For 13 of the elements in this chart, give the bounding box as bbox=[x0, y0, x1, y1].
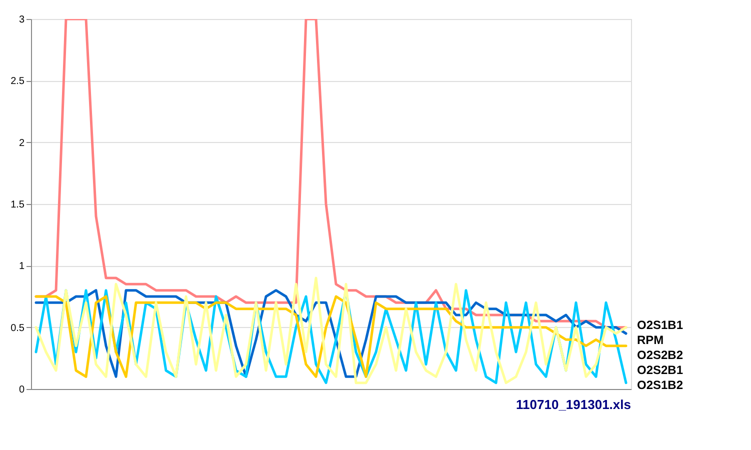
y-tick-label: 0.5 bbox=[10, 322, 25, 334]
series-label: O2S2B2 bbox=[637, 348, 684, 362]
series-label: O2S1B1 bbox=[637, 318, 684, 332]
y-tick-label: 3 bbox=[18, 14, 25, 26]
y-tick-label: 0 bbox=[18, 384, 25, 396]
y-tick-label: 2.5 bbox=[10, 76, 25, 88]
y-tick-label: 1 bbox=[18, 261, 25, 272]
series-label: O2S1B2 bbox=[637, 378, 684, 392]
text: 110710_191301.xls bbox=[516, 397, 631, 412]
y-tick-label: 1.5 bbox=[10, 200, 25, 210]
series-label: O2S2B1 bbox=[637, 363, 684, 377]
y-tick-label: 2 bbox=[18, 138, 25, 149]
series-label: RPM bbox=[637, 333, 664, 347]
